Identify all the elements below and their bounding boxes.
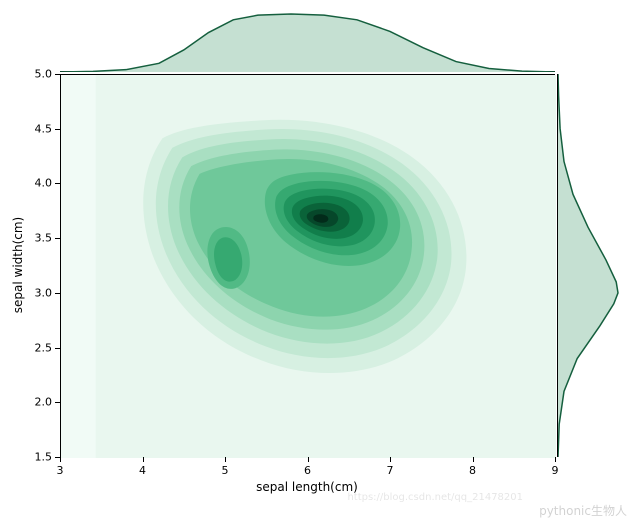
x-tick-label: 8 bbox=[469, 464, 476, 477]
kde-x-fill bbox=[60, 14, 555, 72]
x-tick-label: 7 bbox=[387, 464, 394, 477]
y-tick-mark bbox=[55, 348, 60, 349]
y-tick-mark bbox=[55, 293, 60, 294]
x-tick-label: 6 bbox=[304, 464, 311, 477]
x-tick-mark bbox=[60, 457, 61, 462]
y-tick-label: 2.0 bbox=[35, 396, 53, 409]
marginal-x-kde bbox=[60, 12, 555, 72]
y-tick-label: 5.0 bbox=[35, 68, 53, 81]
x-tick-mark bbox=[143, 457, 144, 462]
y-tick-mark bbox=[55, 129, 60, 130]
watermark-url: https://blog.csdn.net/qq_21478201 bbox=[347, 492, 523, 503]
y-tick-label: 3.5 bbox=[35, 232, 53, 245]
y-tick-label: 2.5 bbox=[35, 341, 53, 354]
marginal-y-kde bbox=[557, 74, 619, 457]
y-tick-mark bbox=[55, 74, 60, 75]
x-tick-mark bbox=[308, 457, 309, 462]
x-axis-label: sepal length(cm) bbox=[256, 480, 358, 494]
kde-2d-contour bbox=[61, 75, 556, 458]
x-tick-label: 4 bbox=[139, 464, 146, 477]
x-tick-label: 3 bbox=[57, 464, 64, 477]
x-tick-mark bbox=[390, 457, 391, 462]
y-tick-label: 4.5 bbox=[35, 122, 53, 135]
main-axes bbox=[60, 74, 555, 457]
y-tick-mark bbox=[55, 238, 60, 239]
y-tick-label: 3.0 bbox=[35, 286, 53, 299]
watermark-text: pythonic生物人 bbox=[539, 502, 627, 519]
figure: 3 4 5 6 7 8 9 1.5 2.0 2.5 3.0 3.5 4.0 4.5 5.0 sepal l… bbox=[0, 0, 633, 523]
y-axis-label: sepal width(cm) bbox=[11, 217, 25, 313]
x-tick-label: 5 bbox=[222, 464, 229, 477]
y-tick-label: 1.5 bbox=[35, 451, 53, 464]
x-tick-mark bbox=[555, 457, 556, 462]
y-tick-mark bbox=[55, 402, 60, 403]
x-tick-label: 9 bbox=[552, 464, 559, 477]
y-tick-mark bbox=[55, 183, 60, 184]
x-tick-mark bbox=[473, 457, 474, 462]
y-tick-mark bbox=[55, 457, 60, 458]
x-tick-mark bbox=[225, 457, 226, 462]
y-tick-label: 4.0 bbox=[35, 177, 53, 190]
